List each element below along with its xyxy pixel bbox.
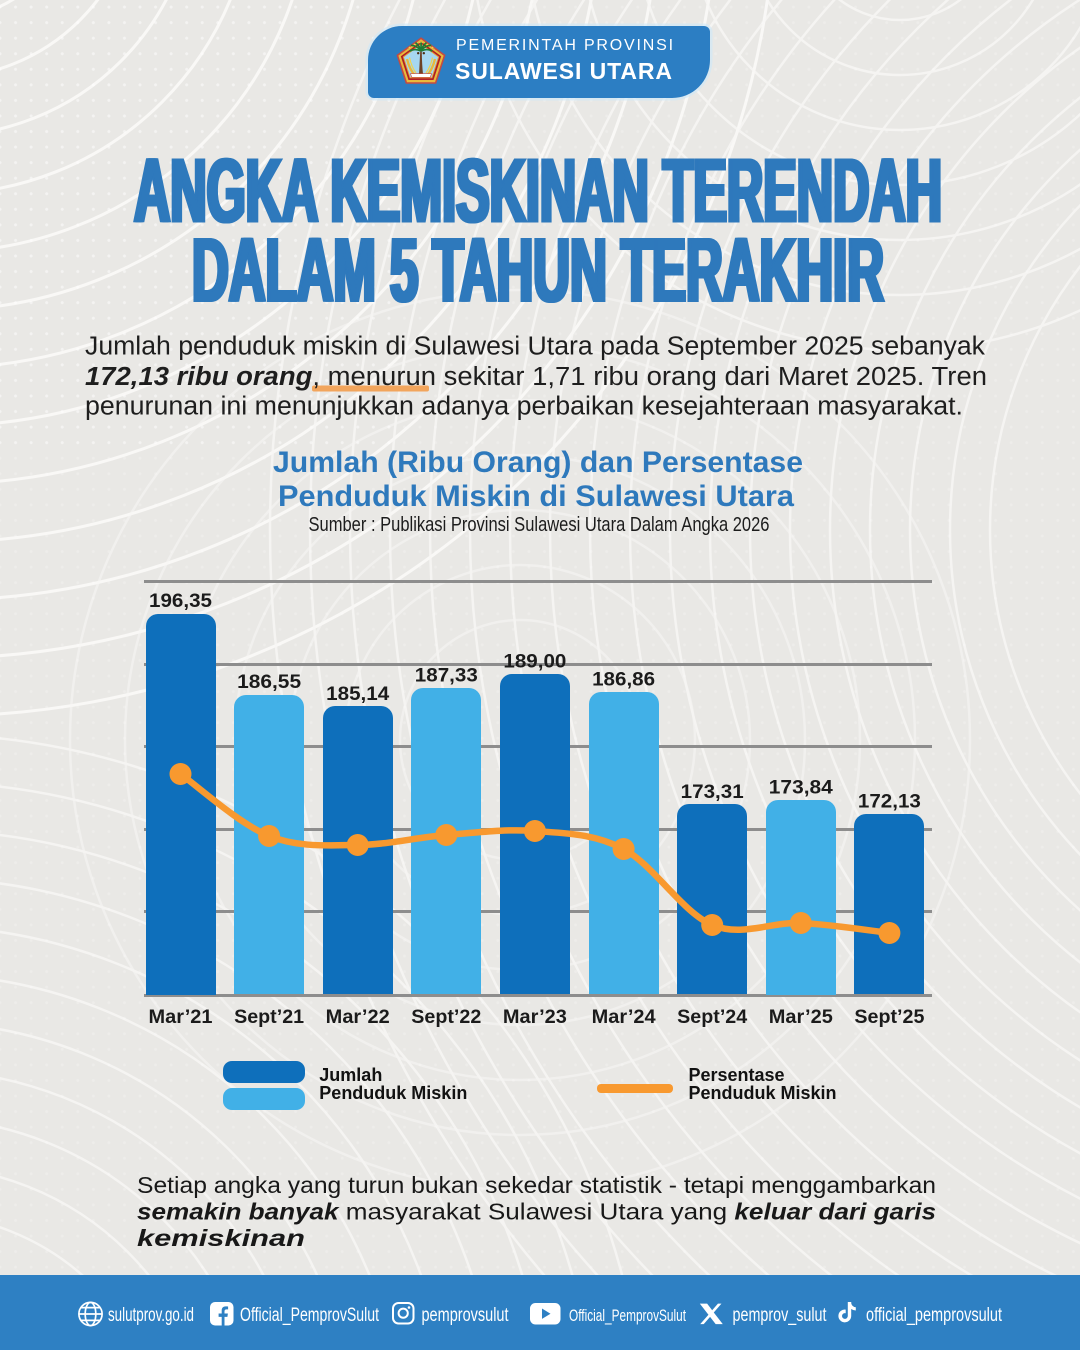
svg-text:Sept’22: Sept’22	[411, 1007, 481, 1028]
svg-text:173,84: 173,84	[769, 777, 833, 798]
svg-text:DALAM 5 TAHUN TERAKHIR: DALAM 5 TAHUN TERAKHIR	[191, 221, 883, 321]
svg-text:Mar’22: Mar’22	[326, 1007, 390, 1028]
svg-text:kemiskinan: kemiskinan	[137, 1225, 305, 1251]
svg-text:ANGKA KEMISKINAN TERENDAH: ANGKA KEMISKINAN TERENDAH	[135, 142, 943, 242]
svg-text:Sept’24: Sept’24	[677, 1007, 747, 1028]
svg-text:186,55: 186,55	[237, 672, 301, 693]
svg-text:189,00: 189,00	[503, 652, 566, 673]
svg-text:pemprov_sulut: pemprov_sulut	[733, 1305, 828, 1326]
svg-text:Setiap angka yang turun bukan: Setiap angka yang turun bukan sekedar st…	[137, 1172, 936, 1198]
svg-text:ANGKA KEMISKINAN TERENDAH: ANGKA KEMISKINAN TERENDAH	[133, 142, 941, 242]
svg-text:173,31: 173,31	[681, 782, 744, 803]
svg-text:semakin banyak masyarakat Sula: semakin banyak masyarakat Sulawesi Utara…	[137, 1199, 936, 1225]
svg-text:Sept’25: Sept’25	[854, 1007, 924, 1028]
svg-text:Sumber : Publikasi Provinsi Su: Sumber : Publikasi Provinsi Sulawesi Uta…	[309, 513, 770, 536]
svg-text:Sept’21: Sept’21	[234, 1007, 304, 1028]
svg-text:Mar’24: Mar’24	[592, 1007, 656, 1028]
svg-text:Mar’25: Mar’25	[769, 1007, 833, 1028]
svg-text:Official_PemprovSulut: Official_PemprovSulut	[240, 1305, 380, 1326]
svg-text:DALAM 5 TAHUN TERAKHIR: DALAM 5 TAHUN TERAKHIR	[192, 221, 884, 321]
svg-text:official_pemprovsulut: official_pemprovsulut	[866, 1305, 1003, 1326]
svg-text:172,13: 172,13	[858, 792, 921, 813]
svg-text:172,13 ribu orang, menurun sek: 172,13 ribu orang, menurun sekitar 1,71 …	[85, 361, 987, 391]
svg-text:ANGKA KEMISKINAN TERENDAH: ANGKA KEMISKINAN TERENDAH	[134, 142, 942, 242]
svg-text:sulutprov.go.id: sulutprov.go.id	[108, 1305, 194, 1326]
svg-text:Jumlah penduduk miskin di Sula: Jumlah penduduk miskin di Sulawesi Utara…	[85, 331, 986, 361]
svg-text:196,35: 196,35	[149, 591, 212, 612]
svg-text:186,86: 186,86	[592, 670, 655, 691]
svg-text:Jumlah (Ribu Orang) dan Persen: Jumlah (Ribu Orang) dan Persentase	[273, 446, 803, 479]
svg-text:Mar’23: Mar’23	[503, 1007, 567, 1028]
svg-text:DALAM 5 TAHUN TERAKHIR: DALAM 5 TAHUN TERAKHIR	[193, 221, 885, 321]
svg-text:Penduduk Miskin di Sulawesi Ut: Penduduk Miskin di Sulawesi Utara	[278, 480, 794, 513]
svg-text:Mar’21: Mar’21	[149, 1007, 213, 1028]
svg-text:pemprovsulut: pemprovsulut	[422, 1305, 510, 1326]
svg-text:187,33: 187,33	[415, 666, 478, 687]
svg-text:185,14: 185,14	[326, 684, 389, 705]
svg-text:Official_PemprovSulut: Official_PemprovSulut	[569, 1307, 686, 1325]
svg-text:penurunan ini menunjukkan adan: penurunan ini menunjukkan adanya perbaik…	[85, 390, 963, 420]
